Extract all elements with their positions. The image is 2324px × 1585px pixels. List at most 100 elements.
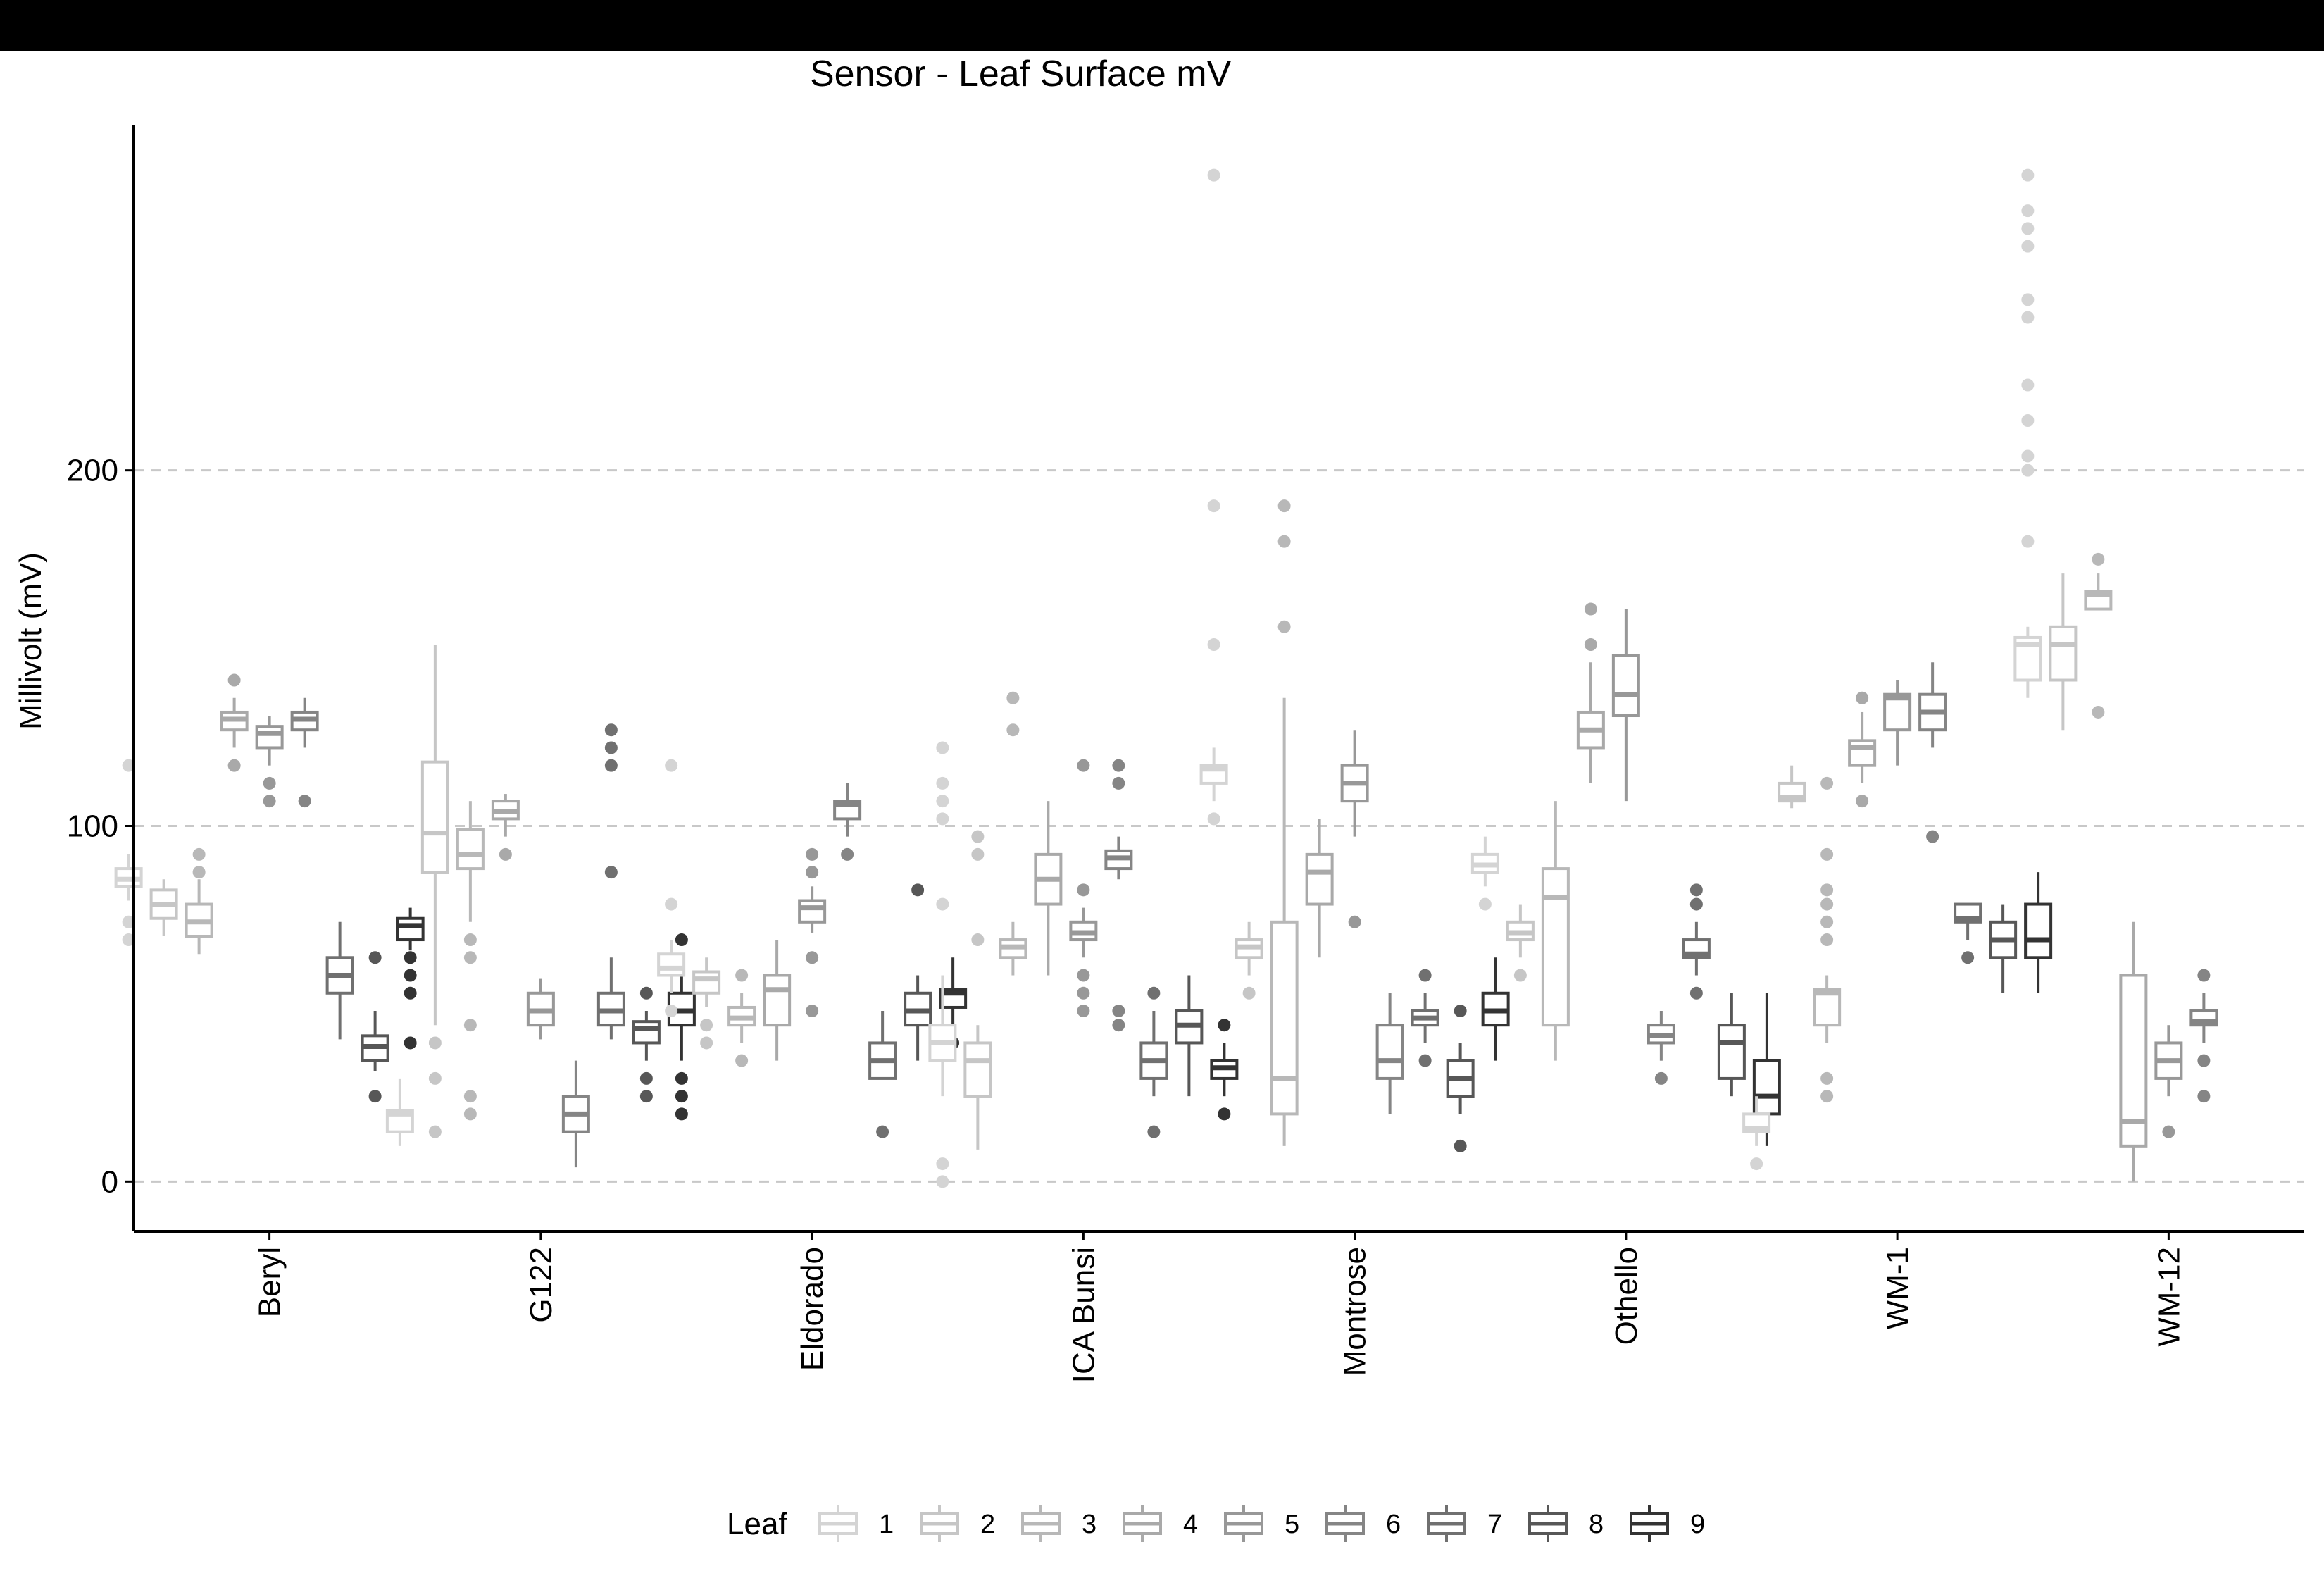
box-body [632,1020,661,1045]
outlier-point [1077,759,1090,772]
outlier-point [1584,602,1597,616]
box-leaf-1 [1199,168,1228,826]
outlier-point [1820,776,1834,790]
outlier-point [936,795,949,808]
outlier-point [1418,1054,1432,1067]
box-body [1752,1059,1781,1116]
box-body [1717,1024,1746,1080]
box-leaf-6 [2189,969,2218,1103]
box-leaf-9 [939,957,968,1050]
outlier-point [1820,847,1834,861]
outlier-point [1218,1019,1231,1032]
box-body [763,974,792,1027]
box-leaf-9 [396,907,425,1050]
box-leaf-2 [963,830,992,1150]
outlier-point [971,847,985,861]
x-tick-label: WM-1 [1880,1247,1915,1329]
box-leaf-9 [1210,1019,1239,1121]
box-leaf-8 [904,883,932,1061]
outlier-point [404,951,417,964]
outlier-point [1750,1157,1763,1171]
outlier-point [1418,969,1432,982]
outlier-point [2092,705,2105,719]
outlier-point [1689,986,1703,1000]
box-leaf-3 [999,691,1027,976]
outlier-point [463,1107,477,1121]
outlier-point [2197,969,2211,982]
outlier-point [227,759,241,772]
outlier-point [1584,638,1597,652]
outlier-point [604,759,618,772]
x-tick-label: Beryl [253,1247,287,1317]
outlier-point [675,933,688,947]
box-leaf-3 [1813,776,1842,1103]
outlier-point [665,759,678,772]
box-leaf-1 [1470,836,1499,911]
outlier-point [2021,535,2035,548]
outlier-point [1689,883,1703,897]
outlier-point [639,986,653,1000]
box-body [420,760,449,874]
box-leaf-2 [1778,765,1806,809]
legend-title: Leaf [727,1507,787,1541]
box-leaf-7 [1411,969,1439,1067]
y-tick-label: 200 [67,454,118,488]
y-tick-label: 0 [101,1164,118,1199]
outlier-point [911,883,925,897]
legend-label: 2 [980,1510,995,1539]
box-leaf-3 [1270,499,1299,1146]
box-leaf-7 [1139,986,1168,1138]
outlier-point [2021,204,2035,218]
box-leaf-2 [692,957,721,1050]
outlier-point [122,915,135,928]
outlier-point [1242,986,1256,1000]
box-leaf-6 [561,1060,590,1168]
outlier-point [298,795,311,808]
outlier-point [675,1071,688,1085]
box-leaf-5 [1611,609,1640,802]
box-leaf-7 [325,921,354,1040]
outlier-point [971,830,985,843]
box-leaf-1 [1742,1096,1771,1171]
box-leaf-2 [1235,921,1263,1000]
box-leaf-1 [114,759,143,947]
box-leaf-1 [385,1078,414,1146]
outlier-point [1006,723,1020,737]
outlier-point [122,759,135,772]
box-leaf-6 [1918,662,1947,843]
outlier-point [463,933,477,947]
outlier-point [1820,915,1834,928]
box-leaf-6 [290,697,319,808]
outlier-point [1207,812,1220,826]
box-body [798,899,827,924]
box-body [657,952,686,977]
outlier-point [936,1175,949,1188]
box-body [2119,974,2148,1148]
box-leaf-5 [1883,680,1912,766]
box-body [456,828,485,871]
y-tick-label: 100 [67,809,118,844]
x-tick-label: ICA Bunsi [1066,1247,1101,1383]
outlier-point [2197,1090,2211,1103]
box-leaf-8 [1717,993,1746,1097]
outlier-point [639,1071,653,1085]
gridlines [134,469,2304,1183]
outlier-point [263,776,276,790]
outlier-point [1147,986,1161,1000]
outlier-point [122,933,135,947]
outlier-point [1454,1139,1467,1152]
box-leaf-4 [1305,819,1334,958]
box-leaf-8 [632,986,661,1103]
outlier-point [639,1090,653,1103]
outlier-point [1926,830,1939,843]
outlier-point [1820,897,1834,911]
box-leaf-7 [596,723,625,1040]
box-body [2049,625,2078,682]
outlier-point [1856,795,1869,808]
outlier-point [192,866,206,879]
outlier-point [368,951,382,964]
legend-label: 1 [879,1510,894,1539]
outlier-point [604,741,618,754]
box-leaf-5 [798,847,827,1018]
legend-label: 4 [1183,1510,1198,1539]
